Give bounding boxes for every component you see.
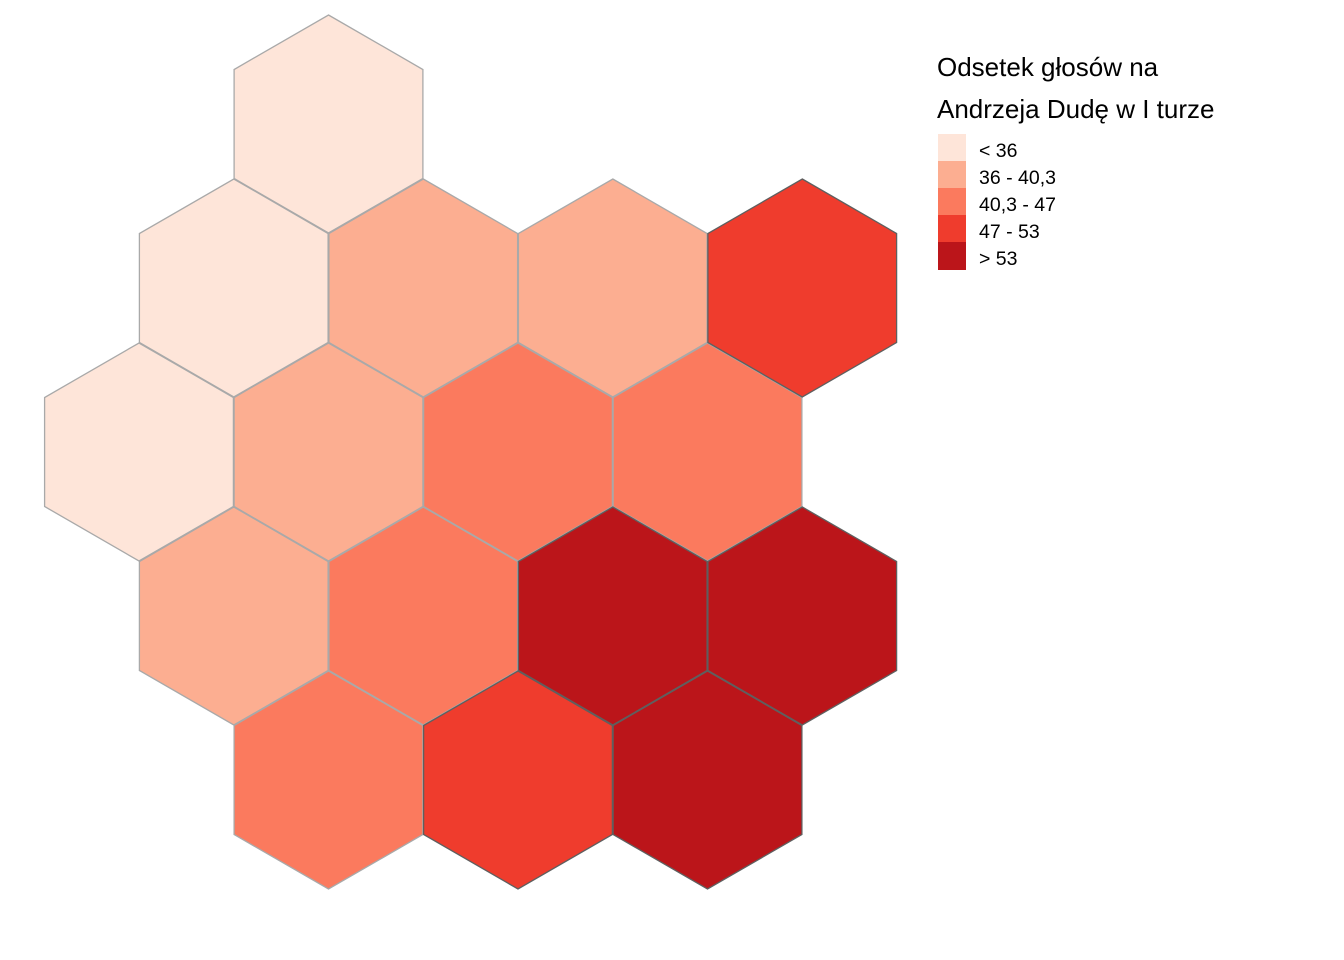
region-hex-r1-c7 bbox=[707, 178, 898, 398]
region-hex-r4-c2 bbox=[233, 670, 424, 890]
legend-label-47-53: 47 - 53 bbox=[979, 221, 1040, 243]
legend-swatch-gt-53 bbox=[938, 242, 966, 270]
hexagon-layer bbox=[43, 14, 898, 890]
region-hex-r4-c6 bbox=[612, 670, 803, 890]
legend-label-36-40: 36 - 40,3 bbox=[979, 167, 1056, 189]
legend-title-line-2: Andrzeja Dudę w I turze bbox=[937, 94, 1214, 124]
legend-label-40-47: 40,3 - 47 bbox=[979, 194, 1056, 216]
legend-swatch-lt-36 bbox=[938, 134, 966, 162]
legend-label-gt-53: > 53 bbox=[979, 248, 1018, 270]
legend-swatch-40-47 bbox=[938, 188, 966, 216]
legend-swatch-47-53 bbox=[938, 215, 966, 243]
legend-title-line-1: Odsetek głosów na bbox=[937, 52, 1159, 82]
legend-swatch-36-40 bbox=[938, 161, 966, 189]
legend-label-lt-36: < 36 bbox=[979, 140, 1018, 162]
legend: Odsetek głosów na Andrzeja Dudę w I turz… bbox=[937, 52, 1214, 270]
